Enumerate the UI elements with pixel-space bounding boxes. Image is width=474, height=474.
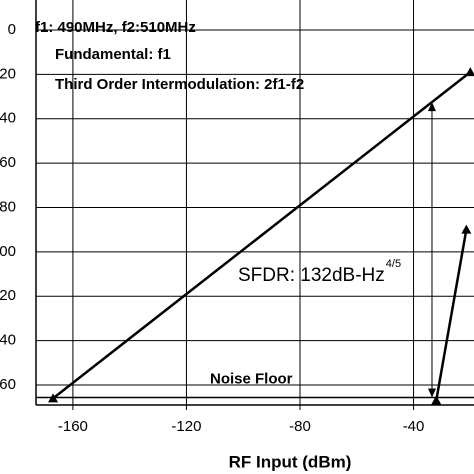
series-line	[52, 71, 472, 400]
y-tick-label: -80	[0, 198, 16, 215]
arrow-head	[427, 388, 436, 398]
x-tick-label: -160	[58, 418, 88, 435]
x-tick-label: -80	[289, 418, 311, 435]
y-tick-label: 0	[8, 21, 16, 38]
y-tick-label: -60	[0, 154, 16, 171]
marker	[431, 395, 442, 405]
x-axis-label: RF Input (dBm)	[229, 452, 352, 471]
sfdr-label: SFDR: 132dB-Hz	[238, 265, 385, 286]
arrow-head	[427, 102, 436, 112]
marker	[465, 67, 474, 77]
y-tick-label: -120	[0, 287, 16, 304]
legend-entry: Fundamental: f1	[55, 46, 171, 63]
series-line	[435, 229, 468, 401]
y-tick-label: -140	[0, 332, 16, 349]
frequency-note: f1: 490MHz, f2:510MHz	[35, 19, 196, 36]
legend-entry: Third Order Intermodulation: 2f1-f2	[55, 76, 304, 93]
y-tick-label: -40	[0, 110, 16, 127]
sfdr-exponent: 4/5	[386, 258, 401, 270]
marker	[48, 393, 59, 403]
x-tick-label: -120	[171, 418, 201, 435]
y-tick-label: -160	[0, 376, 16, 393]
noise-floor-label: Noise Floor	[210, 370, 293, 387]
y-tick-label: -20	[0, 65, 16, 82]
y-tick-label: -100	[0, 243, 16, 260]
marker	[461, 224, 472, 234]
x-tick-label: -40	[403, 418, 425, 435]
